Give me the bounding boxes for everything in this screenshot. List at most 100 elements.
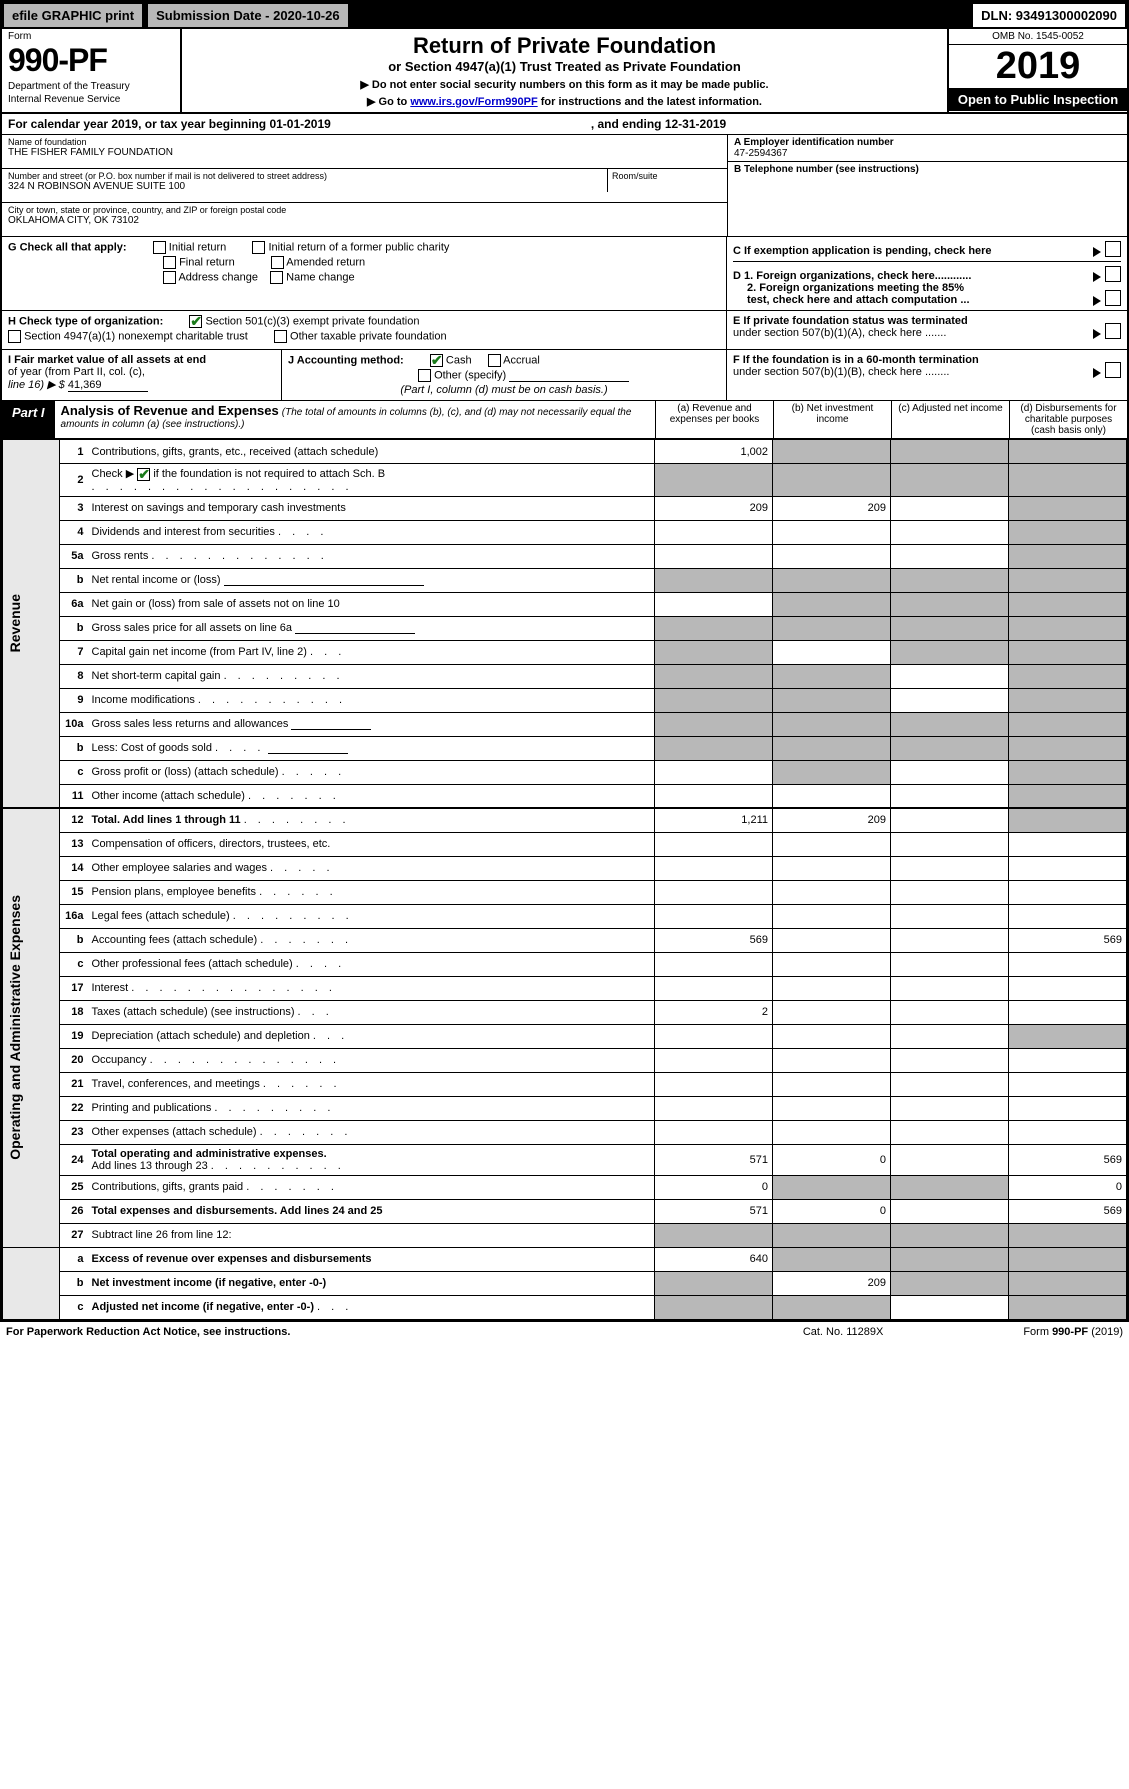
g-addr: Address change bbox=[178, 271, 258, 283]
table-row: 20Occupancy . . . . . . . . . . . . . . bbox=[3, 1048, 1127, 1072]
info-right: A Employer identification number 47-2594… bbox=[727, 135, 1127, 236]
form-word: Form bbox=[8, 31, 174, 42]
table-row: bAccounting fees (attach schedule) . . .… bbox=[3, 928, 1127, 952]
d2a-label: 2. Foreign organizations meeting the 85% bbox=[747, 282, 964, 294]
top-bar: efile GRAPHIC print Submission Date - 20… bbox=[2, 2, 1127, 29]
submission-date: Submission Date - 2020-10-26 bbox=[146, 2, 350, 29]
table-row: 17Interest . . . . . . . . . . . . . . . bbox=[3, 976, 1127, 1000]
chk-d2[interactable] bbox=[1105, 290, 1121, 306]
phone-label: B Telephone number (see instructions) bbox=[734, 164, 1121, 175]
header-right: OMB No. 1545-0052 2019 Open to Public In… bbox=[947, 29, 1127, 112]
h-label: H Check type of organization: bbox=[8, 315, 163, 327]
chk-amended[interactable] bbox=[271, 256, 284, 269]
table-row: 5aGross rents . . . . . . . . . . . . . bbox=[3, 544, 1127, 568]
j-label: J Accounting method: bbox=[288, 354, 404, 366]
table-row: 2 Check ▶ if the foundation is not requi… bbox=[3, 464, 1127, 497]
chk-c[interactable] bbox=[1105, 241, 1121, 257]
city-value: OKLAHOMA CITY, OK 73102 bbox=[8, 215, 721, 226]
table-row: 18Taxes (attach schedule) (see instructi… bbox=[3, 1000, 1127, 1024]
h-c3: Section 501(c)(3) exempt private foundat… bbox=[205, 315, 419, 327]
form-page: efile GRAPHIC print Submission Date - 20… bbox=[0, 0, 1129, 1322]
addr-value: 324 N ROBINSON AVENUE SUITE 100 bbox=[8, 181, 327, 192]
info-area: Name of foundation THE FISHER FAMILY FOU… bbox=[2, 135, 1127, 237]
revenue-side-label: Revenue bbox=[7, 588, 23, 658]
chk-addr-change[interactable] bbox=[163, 271, 176, 284]
table-row: bNet investment income (if negative, ent… bbox=[3, 1271, 1127, 1295]
part1-header: Part I Analysis of Revenue and Expenses … bbox=[2, 400, 1127, 439]
h-e-row: H Check type of organization: Section 50… bbox=[2, 311, 1127, 350]
ein-row: A Employer identification number 47-2594… bbox=[728, 135, 1127, 162]
line-desc: Contributions, gifts, grants, etc., rece… bbox=[88, 440, 655, 464]
link-note: ▶ Go to www.irs.gov/Form990PF for instru… bbox=[190, 95, 939, 108]
h-4947: Section 4947(a)(1) nonexempt charitable … bbox=[24, 330, 248, 342]
f1-label: F If the foundation is in a 60-month ter… bbox=[733, 354, 979, 366]
irs-link[interactable]: www.irs.gov/Form990PF bbox=[410, 96, 537, 108]
ein-value: 47-2594367 bbox=[734, 148, 1121, 159]
chk-other-method[interactable] bbox=[418, 369, 431, 382]
chk-final[interactable] bbox=[163, 256, 176, 269]
table-row: 7Capital gain net income (from Part IV, … bbox=[3, 640, 1127, 664]
chk-accrual[interactable] bbox=[488, 354, 501, 367]
table-row: 6aNet gain or (loss) from sale of assets… bbox=[3, 592, 1127, 616]
g-label: G Check all that apply: bbox=[8, 241, 127, 253]
chk-initial[interactable] bbox=[153, 241, 166, 254]
table-row: cAdjusted net income (if negative, enter… bbox=[3, 1295, 1127, 1319]
col-c-header: (c) Adjusted net income bbox=[891, 401, 1009, 438]
j-cash: Cash bbox=[446, 354, 472, 366]
form-title: Return of Private Foundation bbox=[190, 33, 939, 59]
j-section: J Accounting method: Cash Accrual Other … bbox=[282, 350, 727, 400]
footer-right: Form 990-PF (2019) bbox=[1023, 1326, 1123, 1338]
table-row: Revenue 1 Contributions, gifts, grants, … bbox=[3, 440, 1127, 464]
dln-label: DLN: 93491300002090 bbox=[971, 2, 1127, 29]
chk-initial-pub[interactable] bbox=[252, 241, 265, 254]
table-row: Operating and Administrative Expenses 12… bbox=[3, 808, 1127, 832]
col-a-header: (a) Revenue and expenses per books bbox=[655, 401, 773, 438]
address-row: Number and street (or P.O. box number if… bbox=[2, 169, 727, 203]
chk-name-change[interactable] bbox=[270, 271, 283, 284]
chk-e[interactable] bbox=[1105, 323, 1121, 339]
footer-mid: Cat. No. 11289X bbox=[803, 1326, 884, 1338]
chk-501c3[interactable] bbox=[189, 315, 202, 328]
j-accrual: Accrual bbox=[503, 354, 540, 366]
efile-print-button[interactable]: efile GRAPHIC print bbox=[2, 2, 144, 29]
line-desc: Check ▶ if the foundation is not require… bbox=[88, 464, 655, 497]
table-row: 15Pension plans, employee benefits . . .… bbox=[3, 880, 1127, 904]
chk-d1[interactable] bbox=[1105, 266, 1121, 282]
cy-begin: For calendar year 2019, or tax year begi… bbox=[8, 117, 331, 131]
i-lab2: of year (from Part II, col. (c), bbox=[8, 366, 145, 378]
phone-row: B Telephone number (see instructions) bbox=[728, 162, 1127, 214]
chk-cash[interactable] bbox=[430, 354, 443, 367]
table-row: 8Net short-term capital gain . . . . . .… bbox=[3, 664, 1127, 688]
info-left: Name of foundation THE FISHER FAMILY FOU… bbox=[2, 135, 727, 236]
table-row: 9Income modifications . . . . . . . . . … bbox=[3, 688, 1127, 712]
arrow-icon bbox=[1093, 329, 1101, 339]
name-label: Name of foundation bbox=[8, 137, 721, 147]
i-section: I Fair market value of all assets at end… bbox=[2, 350, 282, 400]
chk-f[interactable] bbox=[1105, 362, 1121, 378]
chk-sch-b[interactable] bbox=[137, 468, 150, 481]
part1-table: Revenue 1 Contributions, gifts, grants, … bbox=[2, 439, 1127, 1320]
table-row: cGross profit or (loss) (attach schedule… bbox=[3, 760, 1127, 784]
other-specify-input[interactable] bbox=[509, 370, 629, 382]
table-row: bLess: Cost of goods sold . . . . bbox=[3, 736, 1127, 760]
g-initial-pub: Initial return of a former public charit… bbox=[268, 241, 449, 253]
i-lab3: line 16) ▶ $ bbox=[8, 379, 65, 391]
page-footer: For Paperwork Reduction Act Notice, see … bbox=[0, 1322, 1129, 1342]
i-j-f-row: I Fair market value of all assets at end… bbox=[2, 350, 1127, 400]
chk-other-taxable[interactable] bbox=[274, 330, 287, 343]
g-initial: Initial return bbox=[169, 241, 226, 253]
dept-irs: Internal Revenue Service bbox=[8, 94, 174, 105]
arrow-icon bbox=[1093, 272, 1101, 282]
cell-a: 1,002 bbox=[655, 440, 773, 464]
part1-tab: Part I bbox=[2, 401, 55, 438]
chk-4947[interactable] bbox=[8, 330, 21, 343]
header-mid: Return of Private Foundation or Section … bbox=[182, 29, 947, 112]
dept-treasury: Department of the Treasury bbox=[8, 81, 174, 92]
cell-grey bbox=[1009, 440, 1127, 464]
arrow-icon bbox=[1093, 368, 1101, 378]
g-amended: Amended return bbox=[286, 256, 365, 268]
table-row: bGross sales price for all assets on lin… bbox=[3, 616, 1127, 640]
note2-post: for instructions and the latest informat… bbox=[538, 96, 762, 108]
col-d-header: (d) Disbursements for charitable purpose… bbox=[1009, 401, 1127, 438]
d2b-label: test, check here and attach computation … bbox=[747, 294, 970, 306]
